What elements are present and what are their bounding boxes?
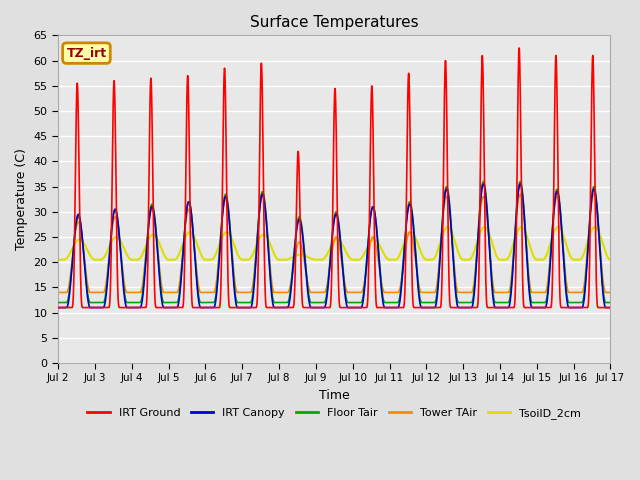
Tower TAir bbox=[150, 212, 157, 217]
Line: Floor Tair: Floor Tair bbox=[58, 181, 611, 302]
Tower TAir bbox=[290, 262, 298, 267]
Tower TAir bbox=[590, 191, 598, 197]
Floor Tair bbox=[150, 207, 157, 213]
Floor Tair bbox=[536, 300, 544, 305]
TsoilD_2cm bbox=[150, 232, 157, 238]
IRT Canopy bbox=[596, 245, 604, 251]
IRT Canopy bbox=[117, 256, 125, 262]
Floor Tair bbox=[596, 241, 604, 247]
Legend: IRT Ground, IRT Canopy, Floor Tair, Tower TAir, TsoilD_2cm: IRT Ground, IRT Canopy, Floor Tair, Towe… bbox=[83, 403, 586, 423]
Tower TAir bbox=[607, 289, 614, 295]
IRT Ground bbox=[596, 305, 604, 311]
IRT Ground bbox=[536, 305, 544, 311]
Floor Tair bbox=[117, 253, 125, 259]
IRT Canopy bbox=[54, 305, 62, 311]
Tower TAir bbox=[596, 240, 604, 246]
Tower TAir bbox=[54, 289, 62, 295]
TsoilD_2cm bbox=[290, 254, 298, 260]
Y-axis label: Temperature (C): Temperature (C) bbox=[15, 148, 28, 250]
IRT Ground bbox=[117, 305, 125, 311]
X-axis label: Time: Time bbox=[319, 389, 349, 402]
IRT Canopy bbox=[536, 305, 544, 311]
TsoilD_2cm bbox=[54, 257, 62, 263]
TsoilD_2cm bbox=[591, 224, 599, 230]
Floor Tair bbox=[607, 300, 614, 305]
Floor Tair bbox=[516, 179, 524, 184]
TsoilD_2cm bbox=[117, 239, 125, 245]
IRT Canopy bbox=[290, 255, 298, 261]
IRT Ground bbox=[150, 252, 157, 258]
Tower TAir bbox=[266, 261, 274, 266]
Tower TAir bbox=[536, 289, 544, 295]
TsoilD_2cm bbox=[536, 257, 544, 263]
IRT Canopy bbox=[516, 181, 524, 187]
Text: TZ_irt: TZ_irt bbox=[67, 47, 106, 60]
TsoilD_2cm bbox=[266, 240, 274, 246]
IRT Ground bbox=[290, 302, 298, 308]
TsoilD_2cm bbox=[596, 231, 604, 237]
IRT Ground bbox=[607, 305, 614, 311]
Floor Tair bbox=[290, 252, 298, 257]
IRT Ground bbox=[54, 305, 62, 311]
Title: Surface Temperatures: Surface Temperatures bbox=[250, 15, 419, 30]
IRT Ground bbox=[515, 45, 523, 51]
Line: IRT Canopy: IRT Canopy bbox=[58, 184, 611, 308]
Floor Tair bbox=[54, 300, 62, 305]
IRT Canopy bbox=[150, 210, 157, 216]
IRT Ground bbox=[266, 305, 274, 311]
IRT Canopy bbox=[266, 271, 274, 276]
Tower TAir bbox=[117, 252, 125, 258]
Line: TsoilD_2cm: TsoilD_2cm bbox=[58, 227, 611, 260]
Floor Tair bbox=[266, 266, 274, 272]
Line: IRT Ground: IRT Ground bbox=[58, 48, 611, 308]
IRT Canopy bbox=[607, 305, 614, 311]
Line: Tower TAir: Tower TAir bbox=[58, 194, 611, 292]
TsoilD_2cm bbox=[607, 257, 614, 263]
